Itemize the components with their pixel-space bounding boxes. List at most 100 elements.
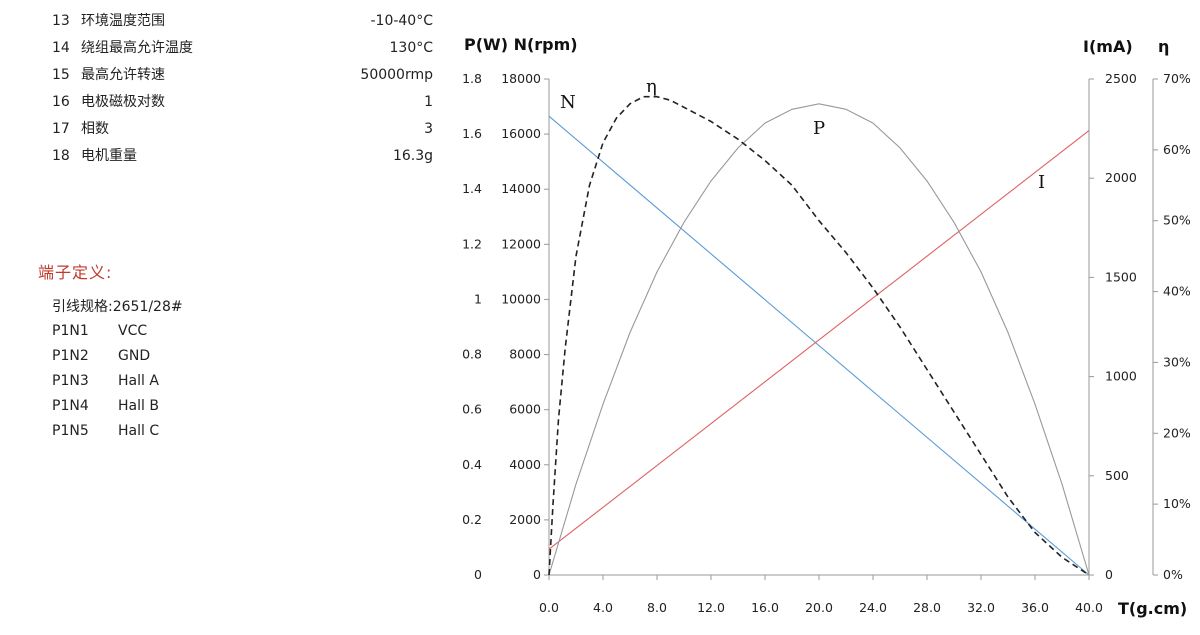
pin-signal: GND xyxy=(118,348,151,364)
y-axis-title-current: I(mA) xyxy=(1083,37,1133,56)
pin-row: P1N3 Hall A xyxy=(52,369,252,394)
y-tick-label-speed: 14000 xyxy=(501,181,541,196)
pin-id: P1N1 xyxy=(52,323,89,339)
spec-row: 13 环境温度范围 -10-40°C xyxy=(0,8,445,35)
spec-value: 130°C xyxy=(389,40,434,56)
chart-labels: 0 0 0.2 2000 0.4 4000 0.6 6000 0.8 8000 1 10000 1.2 1… xyxy=(462,35,1191,618)
y-tick-label-current: 500 xyxy=(1105,468,1129,483)
spec-number: 16 xyxy=(52,94,70,110)
spec-value: 3 xyxy=(424,121,433,137)
pin-row: P1N1 VCC xyxy=(52,319,252,344)
spec-number: 14 xyxy=(52,40,70,56)
spec-table: 13 环境温度范围 -10-40°C 14 绕组最高允许温度 130°C 15 … xyxy=(0,8,445,170)
y-tick-label-power: 1.2 xyxy=(462,236,482,251)
x-tick-label: 32.0 xyxy=(967,600,995,615)
y-tick-label-efficiency: 30% xyxy=(1163,354,1191,369)
series-line-efficiency xyxy=(548,95,1090,576)
spec-label: 相数 xyxy=(81,121,109,137)
wire-spec: 引线规格:2651/28# xyxy=(52,299,183,315)
spec-row: 16 电极磁极对数 1 xyxy=(0,89,445,116)
x-tick-label: 0.0 xyxy=(539,600,559,615)
x-tick-label: 4.0 xyxy=(593,600,613,615)
y-tick-label-power: 1.8 xyxy=(462,71,482,86)
y-tick-label-power: 1.6 xyxy=(462,126,482,141)
y-tick-label-efficiency: 50% xyxy=(1163,213,1191,228)
y-tick-label-current: 2500 xyxy=(1105,71,1137,86)
y-axis-title-power-speed: P(W) N(rpm) xyxy=(464,35,578,54)
spec-row: 14 绕组最高允许温度 130°C xyxy=(0,35,445,62)
spec-label: 电极磁极对数 xyxy=(81,94,165,110)
spec-value: 1 xyxy=(424,94,433,110)
pin-id: P1N5 xyxy=(52,423,89,439)
y-tick-label-power: 0.8 xyxy=(462,347,482,362)
y-tick-label-current: 0 xyxy=(1105,567,1113,582)
chart-series xyxy=(548,95,1090,576)
series-line-i xyxy=(548,130,1090,550)
y-tick-label-efficiency: 0% xyxy=(1163,567,1183,582)
x-tick-label: 20.0 xyxy=(805,600,833,615)
spec-row: 18 电机重量 16.3g xyxy=(0,143,445,170)
y-tick-label-power: 0.6 xyxy=(462,402,482,417)
series-label-i: I xyxy=(1038,172,1045,193)
y-tick-label-current: 1500 xyxy=(1105,269,1137,284)
y-tick-label-current: 1000 xyxy=(1105,369,1137,384)
spec-value: 16.3g xyxy=(392,148,433,164)
x-tick-label: 16.0 xyxy=(751,600,779,615)
pin-signal: Hall C xyxy=(118,423,160,439)
spec-label: 绕组最高允许温度 xyxy=(81,40,193,56)
x-tick-label: 28.0 xyxy=(913,600,941,615)
pin-signal: VCC xyxy=(118,323,148,339)
terminal-definition-title: 端子定义: xyxy=(38,263,113,282)
y-tick-label-efficiency: 70% xyxy=(1163,71,1191,86)
y-tick-label-speed: 0 xyxy=(533,567,541,582)
y-axis-title-efficiency: η xyxy=(1158,37,1169,56)
spec-label: 环境温度范围 xyxy=(81,13,165,29)
spec-row: 17 相数 3 xyxy=(0,116,445,143)
pin-signal: Hall B xyxy=(118,398,159,414)
spec-value: -10-40°C xyxy=(370,13,433,29)
y-tick-label-power: 0.2 xyxy=(462,512,482,527)
y-tick-label-speed: 8000 xyxy=(509,347,541,362)
y-tick-label-power: 1.4 xyxy=(462,181,482,196)
pin-list: P1N1 VCC P1N2 GND P1N3 Hall A P1N4 Hall … xyxy=(52,319,252,444)
spec-value: 50000rmp xyxy=(360,67,433,83)
spec-number: 17 xyxy=(52,121,70,137)
y-tick-label-current: 2000 xyxy=(1105,170,1137,185)
y-tick-label-efficiency: 10% xyxy=(1163,496,1191,511)
y-tick-label-power: 1 xyxy=(474,291,482,306)
pin-signal: Hall A xyxy=(118,373,159,389)
x-tick-label: 12.0 xyxy=(697,600,725,615)
pin-row: P1N4 Hall B xyxy=(52,394,252,419)
y-tick-label-power: 0.4 xyxy=(462,457,482,472)
pin-id: P1N2 xyxy=(52,348,89,364)
y-tick-label-efficiency: 40% xyxy=(1163,284,1191,299)
pin-row: P1N2 GND xyxy=(52,344,252,369)
pin-row: P1N5 Hall C xyxy=(52,419,252,444)
y-tick-label-speed: 4000 xyxy=(509,457,541,472)
series-line-p xyxy=(548,103,1090,576)
x-tick-label: 24.0 xyxy=(859,600,887,615)
pin-id: P1N4 xyxy=(52,398,89,414)
spec-label: 电机重量 xyxy=(81,148,137,164)
y-tick-label-speed: 12000 xyxy=(501,236,541,251)
y-tick-label-efficiency: 20% xyxy=(1163,425,1191,440)
series-label-efficiency: η xyxy=(646,76,657,97)
x-axis-title: T(g.cm) xyxy=(1118,599,1187,618)
pin-id: P1N3 xyxy=(52,373,89,389)
y-tick-label-speed: 6000 xyxy=(509,402,541,417)
y-tick-label-speed: 16000 xyxy=(501,126,541,141)
series-label-n: N xyxy=(560,92,576,113)
x-tick-label: 36.0 xyxy=(1021,600,1049,615)
motor-performance-chart: 0 0 0.2 2000 0.4 4000 0.6 6000 0.8 8000 1 10000 1.2 1… xyxy=(462,35,1191,618)
y-tick-label-speed: 18000 xyxy=(501,71,541,86)
spec-number: 13 xyxy=(52,13,70,29)
y-tick-label-efficiency: 60% xyxy=(1163,142,1191,157)
x-tick-label: 40.0 xyxy=(1075,600,1103,615)
series-label-p: P xyxy=(813,118,825,139)
y-tick-label-speed: 2000 xyxy=(509,512,541,527)
y-tick-label-speed: 10000 xyxy=(501,291,541,306)
spec-label: 最高允许转速 xyxy=(81,67,165,83)
spec-number: 18 xyxy=(52,148,70,164)
spec-number: 15 xyxy=(52,67,70,83)
series-line-n xyxy=(548,115,1090,576)
